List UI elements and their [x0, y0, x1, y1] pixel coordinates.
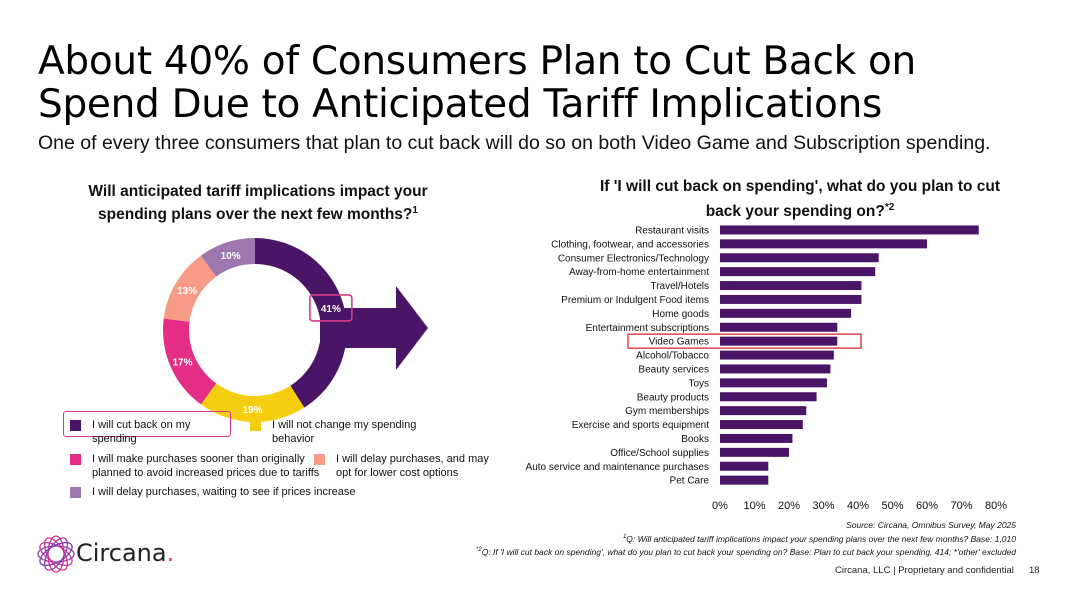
bar-label: Gym memberships: [625, 406, 709, 417]
footnote-2: *2Q: If 'I will cut back on spending', w…: [476, 545, 1016, 558]
logo-wordmark: Circana.: [76, 539, 174, 567]
bar-label: Office/School supplies: [610, 448, 709, 459]
legend-label-no-change: I will not change my spending behavior: [272, 419, 417, 445]
bar-chart: Restaurant visits Clothing, footwear, and…: [526, 225, 1007, 512]
bar: [720, 225, 979, 235]
legend-highlight-box: [63, 411, 231, 437]
x-tick-label: 50%: [881, 500, 903, 512]
footnote-1: 1Q: Will anticipated tariff implications…: [476, 532, 1016, 545]
legend-label-delay-lower-cost: I will delay purchases, and may opt for …: [336, 453, 489, 479]
bar: [720, 267, 876, 277]
donut-label-cut-back: 41%: [321, 304, 341, 315]
x-tick-label: 70%: [950, 500, 972, 512]
bar-label: Auto service and maintenance purchases: [526, 462, 709, 473]
arrow-shape: [320, 286, 428, 370]
x-tick-label: 40%: [847, 500, 869, 512]
donut-label-no-change: 19%: [243, 405, 263, 416]
legend-swatch-delay-lower-cost: [314, 454, 325, 465]
bar-label: Video Games: [649, 337, 709, 348]
bar-label: Travel/Hotels: [650, 281, 709, 292]
legend-label-purchase-sooner: I will make purchases sooner than origin…: [92, 453, 320, 479]
footnote-2-mark: *2: [476, 546, 482, 553]
bar-label: Clothing, footwear, and accessories: [551, 239, 709, 250]
legend-label-cut-back: I will cut back on my spending: [92, 419, 191, 445]
legend-swatch-delay-wait: [70, 487, 81, 498]
page-title: About 40% of Consumers Plan to Cut Back …: [38, 39, 916, 127]
bar: [720, 322, 838, 332]
x-tick-label: 30%: [812, 500, 834, 512]
bar: [720, 336, 838, 346]
bar-label: Consumer Electronics/Technology: [558, 253, 709, 264]
bar-label: Books: [681, 434, 709, 445]
footnote-1-mark: 1: [622, 533, 627, 540]
donut-label-delay-lower-cost: 13%: [177, 286, 197, 297]
source-line: Source: Circana, Omnibus Survey, May 202…: [846, 520, 1016, 530]
footnote-2-text: Q: If 'I will cut back on spending', wha…: [481, 546, 1016, 557]
bar-label: Beauty services: [638, 364, 709, 375]
source-notes: Source: Circana, Omnibus Survey, May 202…: [476, 520, 1016, 558]
page-number: 18: [1029, 565, 1040, 576]
footnote-1-text: Q: Will anticipated tariff implications …: [626, 533, 1016, 544]
donut-slice-no-change: [200, 383, 305, 422]
page-subtitle: One of every three consumers that plan t…: [38, 132, 991, 154]
x-tick-label: 10%: [743, 500, 765, 512]
legend-swatch-no-change: [250, 420, 261, 431]
logo-dot: .: [166, 539, 175, 567]
bar-label: Pet Care: [670, 476, 710, 487]
bar: [720, 378, 827, 388]
logo-text: Circana: [76, 539, 167, 567]
footer-company: Circana, LLC | Proprietary and confident…: [835, 565, 1014, 576]
legend-label-delay-wait: I will delay purchases, waiting to see i…: [92, 486, 356, 498]
bar: [720, 392, 817, 402]
bar-chart-title-text: If 'I will cut back on spending', what d…: [599, 178, 1001, 221]
bar: [720, 364, 831, 374]
donut-chart-title-note: 1: [412, 205, 418, 216]
bar: [720, 461, 769, 471]
bar: [720, 433, 793, 443]
x-tick-label: 60%: [916, 500, 938, 512]
bar: [720, 239, 927, 249]
bar-highlight-box: [627, 333, 862, 349]
bar-chart-title-note: *2: [884, 202, 895, 213]
bar: [720, 281, 862, 291]
bar: [720, 294, 862, 304]
donut-slice-cut-back: [255, 238, 347, 408]
legend-swatch-cut-back: [70, 420, 81, 431]
circana-logo-icon: [37, 535, 75, 573]
donut-chart: 41% 19% 17% 13% 10%: [163, 238, 353, 422]
bar: [720, 350, 834, 360]
donut-label-purchase-sooner: 17%: [172, 357, 192, 368]
bar: [720, 308, 852, 318]
legend-swatch-purchase-sooner: [70, 454, 81, 465]
x-tick-label: 80%: [985, 500, 1007, 512]
donut-label-delay-wait: 10%: [221, 251, 241, 262]
bar: [720, 475, 769, 485]
bar-label: Entertainment subscriptions: [586, 323, 709, 334]
bar-label: Exercise and sports equipment: [572, 420, 710, 431]
arrow-graphic: [320, 286, 428, 370]
bar: [720, 420, 803, 430]
bar: [720, 406, 807, 416]
bar-chart-title: If 'I will cut back on spending', what d…: [590, 176, 1010, 222]
bar-label: Toys: [688, 378, 709, 389]
donut-highlight-box: [309, 294, 353, 322]
bar: [720, 447, 789, 457]
donut-slice-delay-wait: [200, 238, 255, 277]
bar-label: Away-from-home entertainment: [569, 267, 709, 278]
bar: [720, 253, 879, 263]
bar-label: Alcohol/Tobacco: [636, 351, 709, 362]
donut-chart-title: Will anticipated tariff implications imp…: [70, 182, 446, 224]
donut-slice-purchase-sooner: [163, 318, 217, 405]
bar-label: Restaurant visits: [635, 225, 709, 236]
x-tick-label: 0%: [712, 500, 728, 512]
bar-label: Home goods: [652, 309, 709, 320]
donut-slice-delay-lower-cost: [163, 255, 217, 322]
bar-label: Beauty products: [637, 392, 709, 403]
x-tick-label: 20%: [778, 500, 800, 512]
donut-chart-title-text: Will anticipated tariff implications imp…: [88, 183, 428, 224]
bar-label: Premium or Indulgent Food items: [561, 295, 709, 306]
